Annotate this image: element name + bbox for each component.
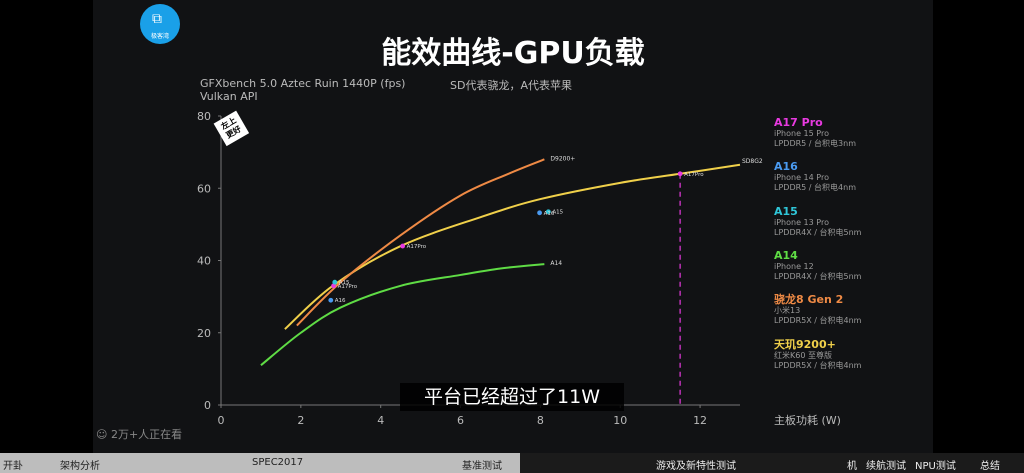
viewer-count: ☺ 2万+人正在看 <box>96 426 182 442</box>
legend-item-1: A16 iPhone 14 Pro LPDDR5 / 台积电4nm <box>774 160 856 193</box>
legend-item-2: A15 iPhone 13 Pro LPDDR4X / 台积电5nm <box>774 205 861 238</box>
viewers-text: 2万+人正在看 <box>110 428 183 441</box>
chapter-progress-done <box>0 453 520 473</box>
y-tick-label: 60 <box>197 182 211 195</box>
x-tick-label: 6 <box>457 414 464 427</box>
y-tick-label: 40 <box>197 255 211 268</box>
x-tick-label: 10 <box>613 414 627 427</box>
chapter-current-zone <box>520 453 1024 473</box>
badge-box <box>213 110 250 147</box>
data-point-label: A17Pro <box>407 244 427 250</box>
legend-chip-name: 天玑9200+ <box>774 338 836 351</box>
data-point-label: A17Pro <box>338 284 358 290</box>
subtitle-caption: 平台已经超过了11W <box>400 383 624 411</box>
chart-series: SD8G2 D9200+ A14 <box>260 155 763 367</box>
legend-item-3: A14 iPhone 12 LPDDR4X / 台积电5nm <box>774 249 861 282</box>
legend-detail: LPDDR5X / 台积电4nm <box>774 361 862 370</box>
series-line-a14 <box>260 263 545 367</box>
chapter-tab-2[interactable]: SPEC2017 <box>252 457 304 468</box>
data-point-a15 <box>332 279 338 285</box>
legend-detail: LPDDR5X / 台积电4nm <box>774 316 862 325</box>
logo-text: 极客湾 <box>150 33 169 40</box>
chapter-tab-8[interactable]: 总结 <box>980 461 1000 472</box>
legend-chip-name: 骁龙8 Gen 2 <box>774 293 844 306</box>
chapter-bar: 开卦 架构分析 SPEC2017 基准测试 游戏及新特性测试 机 续航测试 NP… <box>0 453 1024 473</box>
y-tick-label: 80 <box>197 110 211 123</box>
x-tick-label: 2 <box>297 414 304 427</box>
legend-detail: LPDDR4X / 台积电5nm <box>774 228 862 237</box>
legend-device: iPhone 13 Pro <box>774 218 829 227</box>
legend-item-4: 骁龙8 Gen 2 小米13 LPDDR5X / 台积电4nm <box>774 293 861 326</box>
legend-chip-name: A17 Pro <box>774 116 823 129</box>
x-axis-label: 主板功耗 (W) <box>774 413 841 427</box>
y-tick-label: 0 <box>204 399 211 412</box>
better-badge: 左上 更好 <box>213 110 250 147</box>
viewers-icon: ☺ <box>96 428 111 441</box>
chapter-tab-6[interactable]: 续航测试 <box>866 461 906 472</box>
logo-icon: ⧉ <box>152 11 162 27</box>
legend-device: iPhone 14 Pro <box>774 173 829 182</box>
y-tick-label: 20 <box>197 327 211 340</box>
data-point-a15 <box>545 209 551 215</box>
data-point-label: A17Pro <box>684 172 704 178</box>
data-point-a16 <box>328 297 334 303</box>
chapter-tab-0[interactable]: 开卦 <box>3 461 23 472</box>
data-point-a17pro <box>331 283 336 289</box>
x-tick-label: 4 <box>377 414 384 427</box>
legend-chip-name: A15 <box>774 205 798 218</box>
slide-title: 能效曲线-GPU负载 <box>381 36 645 71</box>
legend-detail: LPDDR5 / 台积电3nm <box>774 139 856 148</box>
chapter-tab-7[interactable]: NPU测试 <box>915 461 956 472</box>
x-tick-label: 8 <box>537 414 544 427</box>
data-point-label: A16 <box>544 211 555 217</box>
x-tick-label: 12 <box>693 414 707 427</box>
api-subtitle: Vulkan API <box>200 90 258 103</box>
legend-chip-name: A14 <box>774 249 798 262</box>
data-point-label: A16 <box>335 298 346 304</box>
series-line-d9200- <box>284 163 741 330</box>
chart-axes: 0 20 40 60 80 0 2 4 6 8 10 12 主板功耗 (W) <box>197 110 841 427</box>
series-end-label: SD8G2 <box>742 158 763 165</box>
data-point-a17pro <box>677 171 683 177</box>
data-point-label: A15 <box>552 210 563 216</box>
legend-note: SD代表骁龙，A代表苹果 <box>450 79 572 92</box>
series-end-label: D9200+ <box>550 155 575 162</box>
video-frame <box>93 0 933 453</box>
legend-item-5: 天玑9200+ 红米K60 至尊版 LPDDR5X / 台积电4nm <box>774 338 861 371</box>
data-point-a16 <box>537 210 542 216</box>
x-tick-label: 0 <box>218 414 225 427</box>
channel-logo: ⧉ 极客湾 <box>140 4 180 44</box>
legend-device: iPhone 12 <box>774 262 814 271</box>
series-line-sd8g2 <box>296 158 545 327</box>
legend-device: iPhone 15 Pro <box>774 129 829 138</box>
chapter-tab-1[interactable]: 架构分析 <box>60 461 100 472</box>
data-point-label: A15 <box>339 280 350 286</box>
chapter-tab-3[interactable]: 基准测试 <box>462 461 502 472</box>
legend-detail: LPDDR5 / 台积电4nm <box>774 183 856 192</box>
legend-item-0: A17 Pro iPhone 15 Pro LPDDR5 / 台积电3nm <box>774 116 856 149</box>
legend-device: 红米K60 至尊版 <box>774 351 832 360</box>
benchmark-subtitle: GFXbench 5.0 Aztec Ruin 1440P (fps) <box>200 77 406 90</box>
legend-chip-name: A16 <box>774 160 798 173</box>
chapter-tab-4[interactable]: 游戏及新特性测试 <box>656 461 736 472</box>
chapter-tab-5[interactable]: 机 <box>847 461 857 472</box>
legend-device: 小米13 <box>774 306 801 315</box>
legend-detail: LPDDR4X / 台积电5nm <box>774 272 862 281</box>
series-end-label: A14 <box>550 260 562 267</box>
data-point-a17pro <box>400 243 406 249</box>
